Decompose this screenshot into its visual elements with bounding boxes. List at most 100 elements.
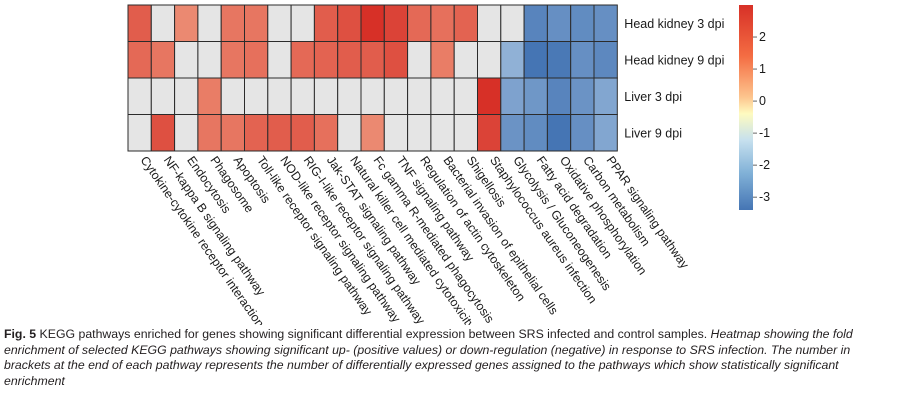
caption-label: Fig. 5 <box>4 327 37 341</box>
heatmap-cell <box>313 77 339 115</box>
heatmap-cell <box>197 77 222 115</box>
color-scale-tick-label: -1 <box>759 126 770 140</box>
heatmap-cell <box>150 114 176 152</box>
heatmap-cell <box>546 41 572 79</box>
heatmap-cell <box>290 41 315 79</box>
heatmap-cell <box>360 114 385 152</box>
row-labels: Head kidney 3 dpi Head kidney 9 dpi Liver … <box>624 17 724 141</box>
heatmap-cell <box>523 4 548 42</box>
heatmap-cells <box>127 4 618 152</box>
heatmap-cell <box>360 41 385 79</box>
color-scale-tick-label: 0 <box>759 94 766 108</box>
heatmap-cell <box>546 77 572 115</box>
heatmap-cell <box>337 4 362 42</box>
heatmap-cell <box>593 41 618 79</box>
heatmap-cell <box>127 114 152 152</box>
heatmap-cell <box>337 77 362 115</box>
heatmap-cell <box>174 114 199 152</box>
heatmap-cell <box>197 114 222 152</box>
heatmap-cell <box>407 114 432 152</box>
heatmap-cell <box>220 4 245 42</box>
heatmap-cell <box>570 4 595 42</box>
row-label: Liver 9 dpi <box>624 126 682 140</box>
heatmap-cell <box>267 4 292 42</box>
heatmap-cell <box>383 41 409 79</box>
color-scale-tick-label: 2 <box>759 30 766 44</box>
heatmap-cell <box>383 114 409 152</box>
heatmap-cell <box>220 77 245 115</box>
heatmap-cell <box>290 114 315 152</box>
heatmap-cell <box>127 41 152 79</box>
heatmap-cell <box>477 114 502 152</box>
heatmap-cell <box>174 4 199 42</box>
heatmap-cell <box>174 41 199 79</box>
heatmap-cell <box>407 77 432 115</box>
heatmap-cell <box>290 77 315 115</box>
heatmap-cell <box>150 4 176 42</box>
heatmap-cell <box>383 4 409 42</box>
heatmap-cell <box>500 4 525 42</box>
heatmap-cell <box>174 77 199 115</box>
heatmap-cell <box>430 77 455 115</box>
heatmap-cell <box>570 77 595 115</box>
caption-italic-text: Heatmap showing the fold enrichment of s… <box>4 327 853 388</box>
heatmap-cell <box>267 41 292 79</box>
heatmap-cell <box>220 114 245 152</box>
heatmap-cell <box>244 77 269 115</box>
heatmap-cell <box>220 41 245 79</box>
heatmap-cell <box>500 41 525 79</box>
heatmap-cell <box>127 4 152 42</box>
heatmap-cell <box>360 77 385 115</box>
heatmap-cell <box>244 41 269 79</box>
heatmap-cell <box>244 4 269 42</box>
row-label: Head kidney 9 dpi <box>624 53 724 67</box>
heatmap-cell <box>477 41 502 79</box>
color-scale-tick-label: -3 <box>759 190 770 204</box>
heatmap-cell <box>477 77 502 115</box>
kegg-heatmap-figure: Head kidney 3 dpi Head kidney 9 dpi Liver … <box>127 4 770 325</box>
heatmap-cell <box>150 77 176 115</box>
figure-caption: Fig. 5 KEGG pathways enriched for genes … <box>4 327 894 389</box>
heatmap-cell <box>500 77 525 115</box>
heatmap-cell <box>523 41 548 79</box>
heatmap-cell <box>453 4 479 42</box>
heatmap-cell <box>523 77 548 115</box>
color-scale-ticks: 2 1 0 -1 -2 -3 <box>753 30 770 204</box>
caption-text: KEGG pathways enriched for genes showing… <box>36 327 708 341</box>
color-scale-tick-label: 1 <box>759 62 766 76</box>
heatmap-cell <box>546 114 572 152</box>
color-scale-tick-label: -2 <box>759 158 770 172</box>
heatmap-cell <box>546 4 572 42</box>
heatmap-cell <box>127 77 152 115</box>
heatmap-cell <box>267 77 292 115</box>
heatmap-cell <box>313 41 339 79</box>
heatmap-cell <box>197 4 222 42</box>
heatmap-cell <box>570 41 595 79</box>
heatmap-cell <box>244 114 269 152</box>
heatmap-cell <box>407 41 432 79</box>
heatmap-cell <box>290 4 315 42</box>
heatmap-cell <box>197 41 222 79</box>
column-labels: Cytokine-cytokine receptor interactionNF… <box>138 154 693 325</box>
heatmap-cell <box>453 41 479 79</box>
heatmap-cell <box>570 114 595 152</box>
heatmap-cell <box>453 77 479 115</box>
heatmap-cell <box>430 114 455 152</box>
heatmap-cell <box>593 77 618 115</box>
heatmap-cell <box>523 114 548 152</box>
row-label: Head kidney 3 dpi <box>624 17 724 31</box>
heatmap-cell <box>477 4 502 42</box>
heatmap-cell <box>430 4 455 42</box>
heatmap-cell <box>453 114 479 152</box>
heatmap-cell <box>360 4 385 42</box>
heatmap-cell <box>337 114 362 152</box>
heatmap-cell <box>500 114 525 152</box>
heatmap-cell <box>267 114 292 152</box>
heatmap-cell <box>593 4 618 42</box>
heatmap-cell <box>313 4 339 42</box>
heatmap-cell <box>313 114 339 152</box>
heatmap-cell <box>150 41 176 79</box>
heatmap-cell <box>383 77 409 115</box>
heatmap-cell <box>407 4 432 42</box>
heatmap-cell <box>337 41 362 79</box>
